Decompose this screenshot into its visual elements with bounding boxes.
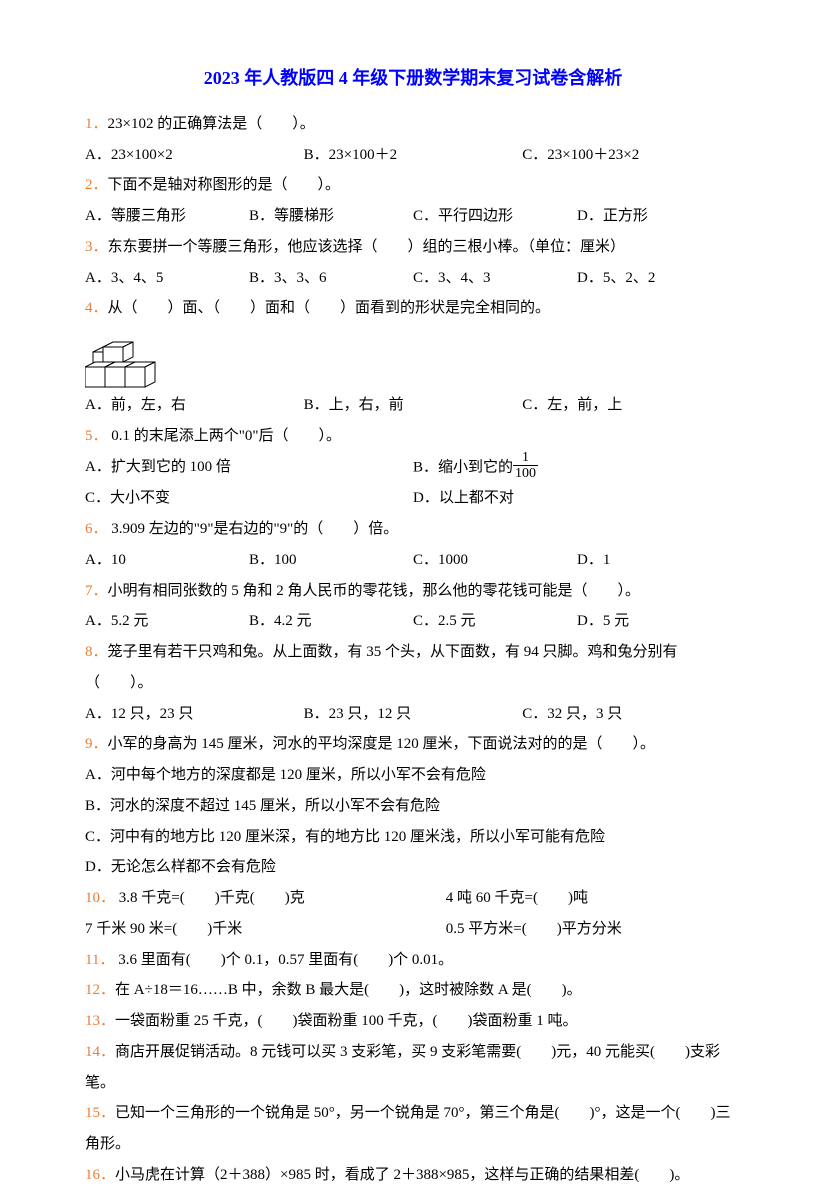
q16-num: 16． bbox=[85, 1167, 115, 1183]
q7-optB: B．4.2 元 bbox=[249, 606, 413, 637]
question-3: 3．东东要拼一个等腰三角形，他应该选择（ ）组的三根小棒。（单位：厘米） A．3… bbox=[85, 232, 741, 294]
q12-text: 在 A÷18＝16……B 中，余数 B 最大是( )，这时被除数 A 是( )。 bbox=[115, 982, 582, 998]
q1-optB: B．23×100＋2 bbox=[304, 140, 523, 171]
q6-optC: C．1000 bbox=[413, 545, 577, 576]
cube-figure-icon bbox=[85, 330, 741, 388]
q5-options-row2: C．大小不变 D．以上都不对 bbox=[85, 483, 741, 514]
q14-text: 商店开展促销活动。8 元钱可以买 3 支彩笔，买 9 支彩笔需要( )元，40 … bbox=[85, 1044, 720, 1091]
q7-options: A．5.2 元 B．4.2 元 C．2.5 元 D．5 元 bbox=[85, 606, 741, 637]
question-12: 12．在 A÷18＝16……B 中，余数 B 最大是( )，这时被除数 A 是(… bbox=[85, 975, 741, 1006]
q3-num: 3． bbox=[85, 239, 108, 255]
q4-options: A．前，左，右 B．上，右，前 C．左，前，上 bbox=[85, 390, 741, 421]
q3-optB: B．3、3、6 bbox=[249, 263, 413, 294]
q2-num: 2． bbox=[85, 177, 108, 193]
question-5: 5． 0.1 的末尾添上两个"0"后（ ）。 A．扩大到它的 100 倍 B．缩… bbox=[85, 421, 741, 514]
q13-text: 一袋面粉重 25 千克，( )袋面粉重 100 千克，( )袋面粉重 1 吨。 bbox=[115, 1013, 577, 1029]
q16-text: 小马虎在计算（2＋388）×985 时，看成了 2＋388×985，这样与正确的… bbox=[115, 1167, 689, 1183]
q11-text: 3.6 里面有( )个 0.1，0.57 里面有( )个 0.01。 bbox=[114, 952, 453, 968]
q2-optA: A．等腰三角形 bbox=[85, 201, 249, 232]
q7-optC: C．2.5 元 bbox=[413, 606, 577, 637]
q5-options-row1: A．扩大到它的 100 倍 B．缩小到它的1100 bbox=[85, 452, 741, 484]
question-13: 13．一袋面粉重 25 千克，( )袋面粉重 100 千克，( )袋面粉重 1 … bbox=[85, 1006, 741, 1037]
q4-optC: C．左，前，上 bbox=[522, 390, 741, 421]
q11-num: 11． bbox=[85, 952, 114, 968]
q9-optB: B．河水的深度不超过 145 厘米，所以小军不会有危险 bbox=[85, 791, 741, 822]
q9-text: 小军的身高为 145 厘米，河水的平均深度是 120 厘米，下面说法对的的是（ … bbox=[108, 736, 656, 752]
q5-frac-den: 100 bbox=[513, 466, 538, 481]
q8-options: A．12 只，23 只 B．23 只，12 只 C．32 只，3 只 bbox=[85, 699, 741, 730]
question-15: 15．已知一个三角形的一个锐角是 50°，另一个锐角是 70°，第三个角是( )… bbox=[85, 1098, 741, 1160]
q9-optA: A．河中每个地方的深度都是 120 厘米，所以小军不会有危险 bbox=[85, 760, 741, 791]
q15-text: 已知一个三角形的一个锐角是 50°，另一个锐角是 70°，第三个角是( )°，这… bbox=[85, 1105, 731, 1152]
q2-options: A．等腰三角形 B．等腰梯形 C．平行四边形 D．正方形 bbox=[85, 201, 741, 232]
q5-optA: A．扩大到它的 100 倍 bbox=[85, 452, 413, 484]
q8-num: 8． bbox=[85, 644, 108, 660]
q8-optB: B．23 只，12 只 bbox=[304, 699, 523, 730]
q12-num: 12． bbox=[85, 982, 115, 998]
q10-line1a: 3.8 千克=( )千克( )克 bbox=[115, 890, 305, 906]
question-6: 6． 3.909 左边的"9"是右边的"9"的（ ）倍。 A．10 B．100 … bbox=[85, 514, 741, 576]
q1-text: 23×102 的正确算法是（ ）。 bbox=[108, 116, 315, 132]
question-4: 4．从（ ）面、（ ）面和（ ）面看到的形状是完全相同的。 bbox=[85, 293, 741, 421]
q6-num: 6． bbox=[85, 521, 108, 537]
q8-optC: C．32 只，3 只 bbox=[522, 699, 741, 730]
q3-optA: A．3、4、5 bbox=[85, 263, 249, 294]
q3-text: 东东要拼一个等腰三角形，他应该选择（ ）组的三根小棒。（单位：厘米） bbox=[108, 239, 626, 255]
q7-optD: D．5 元 bbox=[577, 606, 741, 637]
q7-optA: A．5.2 元 bbox=[85, 606, 249, 637]
q1-options: A．23×100×2 B．23×100＋2 C．23×100＋23×2 bbox=[85, 140, 741, 171]
question-2: 2．下面不是轴对称图形的是（ ）。 A．等腰三角形 B．等腰梯形 C．平行四边形… bbox=[85, 170, 741, 232]
q14-num: 14． bbox=[85, 1044, 115, 1060]
q4-optA: A．前，左，右 bbox=[85, 390, 304, 421]
q5-num: 5． bbox=[85, 428, 108, 444]
q6-options: A．10 B．100 C．1000 D．1 bbox=[85, 545, 741, 576]
fraction-icon: 1100 bbox=[513, 450, 538, 482]
question-9: 9．小军的身高为 145 厘米，河水的平均深度是 120 厘米，下面说法对的的是… bbox=[85, 729, 741, 883]
q2-optB: B．等腰梯形 bbox=[249, 201, 413, 232]
q13-num: 13． bbox=[85, 1013, 115, 1029]
q6-optD: D．1 bbox=[577, 545, 741, 576]
q6-optA: A．10 bbox=[85, 545, 249, 576]
q5-optD: D．以上都不对 bbox=[413, 483, 741, 514]
q9-optC: C．河中有的地方比 120 厘米深，有的地方比 120 厘米浅，所以小军可能有危… bbox=[85, 822, 741, 853]
q5-optB: B．缩小到它的1100 bbox=[413, 452, 741, 484]
q1-num: 1． bbox=[85, 116, 108, 132]
page-title: 2023 年人教版四 4 年级下册数学期末复习试卷含解析 bbox=[85, 60, 741, 97]
q9-num: 9． bbox=[85, 736, 108, 752]
question-1: 1．23×102 的正确算法是（ ）。 A．23×100×2 B．23×100＋… bbox=[85, 109, 741, 171]
q7-text: 小明有相同张数的 5 角和 2 角人民币的零花钱，那么他的零花钱可能是（ ）。 bbox=[108, 583, 641, 599]
q6-text: 3.909 左边的"9"是右边的"9"的（ ）倍。 bbox=[108, 521, 399, 537]
q10-line2b: 0.5 平方米=( )平方分米 bbox=[446, 914, 741, 945]
question-14: 14．商店开展促销活动。8 元钱可以买 3 支彩笔，买 9 支彩笔需要( )元，… bbox=[85, 1037, 741, 1099]
q7-num: 7． bbox=[85, 583, 108, 599]
q15-num: 15． bbox=[85, 1105, 115, 1121]
question-16: 16．小马虎在计算（2＋388）×985 时，看成了 2＋388×985，这样与… bbox=[85, 1160, 741, 1191]
q1-optA: A．23×100×2 bbox=[85, 140, 304, 171]
q5-text: 0.1 的末尾添上两个"0"后（ ）。 bbox=[108, 428, 342, 444]
question-8: 8．笼子里有若干只鸡和兔。从上面数，有 35 个头，从下面数，有 94 只脚。鸡… bbox=[85, 637, 741, 729]
q5-optB-prefix: B．缩小到它的 bbox=[413, 459, 513, 475]
question-10: 10． 3.8 千克=( )千克( )克 4 吨 60 千克=( )吨 7 千米… bbox=[85, 883, 741, 945]
question-11: 11． 3.6 里面有( )个 0.1，0.57 里面有( )个 0.01。 bbox=[85, 945, 741, 976]
q4-num: 4． bbox=[85, 300, 108, 316]
q6-optB: B．100 bbox=[249, 545, 413, 576]
q9-optD: D．无论怎么样都不会有危险 bbox=[85, 852, 741, 883]
q4-text: 从（ ）面、（ ）面和（ ）面看到的形状是完全相同的。 bbox=[108, 300, 551, 316]
q8-text: 笼子里有若干只鸡和兔。从上面数，有 35 个头，从下面数，有 94 只脚。鸡和兔… bbox=[85, 644, 678, 691]
q2-optD: D．正方形 bbox=[577, 201, 741, 232]
q10-num: 10． bbox=[85, 890, 115, 906]
q8-optA: A．12 只，23 只 bbox=[85, 699, 304, 730]
question-7: 7．小明有相同张数的 5 角和 2 角人民币的零花钱，那么他的零花钱可能是（ ）… bbox=[85, 576, 741, 638]
q3-optD: D．5、2、2 bbox=[577, 263, 741, 294]
q1-optC: C．23×100＋23×2 bbox=[522, 140, 741, 171]
q10-line2a: 7 千米 90 米=( )千米 bbox=[85, 914, 446, 945]
q5-frac-num: 1 bbox=[513, 450, 538, 466]
q3-options: A．3、4、5 B．3、3、6 C．3、4、3 D．5、2、2 bbox=[85, 263, 741, 294]
q5-optC: C．大小不变 bbox=[85, 483, 413, 514]
q10-line1b: 4 吨 60 千克=( )吨 bbox=[446, 883, 741, 914]
q4-optB: B．上，右，前 bbox=[304, 390, 523, 421]
q3-optC: C．3、4、3 bbox=[413, 263, 577, 294]
q2-optC: C．平行四边形 bbox=[413, 201, 577, 232]
q2-text: 下面不是轴对称图形的是（ ）。 bbox=[108, 177, 341, 193]
